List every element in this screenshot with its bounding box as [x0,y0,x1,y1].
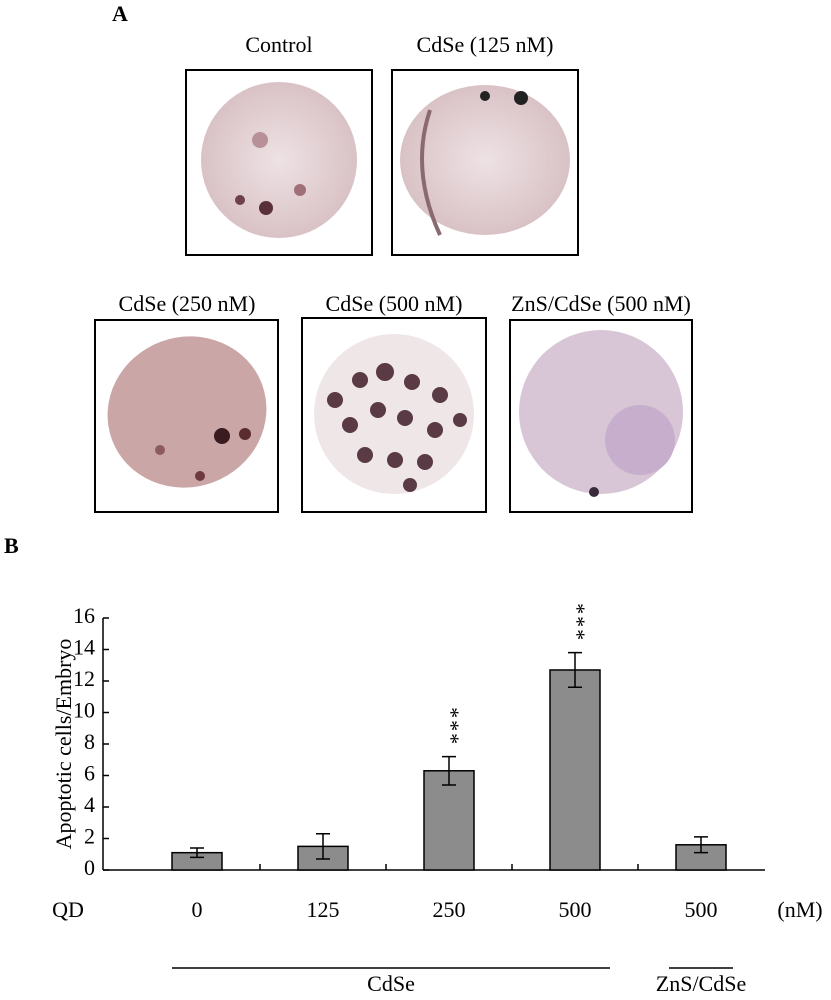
panel-label: A [112,1,128,26]
y-tick-label: 8 [84,729,95,754]
error-bar [442,755,456,786]
y-tick-label: 6 [84,761,95,786]
y-tick-label: 16 [73,603,95,628]
image-caption: ZnS/CdSe (500 nM) [511,291,691,316]
significance-label: *** [565,603,590,642]
y-tick-label: 14 [73,635,95,660]
error-bar [568,651,582,689]
x-tick-label: 500 [559,897,592,922]
y-tick-label: 12 [73,666,95,691]
x-tick-label: 250 [433,897,466,922]
y-tick-label: 10 [73,698,95,723]
error-bar [694,836,708,854]
micrograph [94,319,279,513]
micrograph [509,319,693,513]
error-bar [190,847,204,859]
x-prefix: QD [52,897,84,922]
significance-label: *** [439,707,464,746]
y-axis-title: Apoptotic cells/Embryo [51,639,76,850]
group-label: ZnS/CdSe [656,971,746,996]
y-tick-label: 2 [84,824,95,849]
bar [549,669,601,871]
error-bar [316,833,330,860]
panel-label: B [4,533,19,558]
y-tick-label: 0 [84,855,95,880]
x-unit: (nM) [777,897,822,922]
y-tick-label: 4 [84,792,95,817]
image-caption: Control [245,32,312,57]
x-tick-label: 500 [685,897,718,922]
x-tick-label: 0 [192,897,203,922]
group-label: CdSe [367,971,415,996]
bar [423,770,475,871]
x-tick-label: 125 [307,897,340,922]
micrograph [185,69,373,256]
micrograph [301,317,487,513]
image-caption: CdSe (250 nM) [119,291,256,316]
micrograph [391,69,579,256]
image-caption: CdSe (500 nM) [326,291,463,316]
image-caption: CdSe (125 nM) [417,32,554,57]
